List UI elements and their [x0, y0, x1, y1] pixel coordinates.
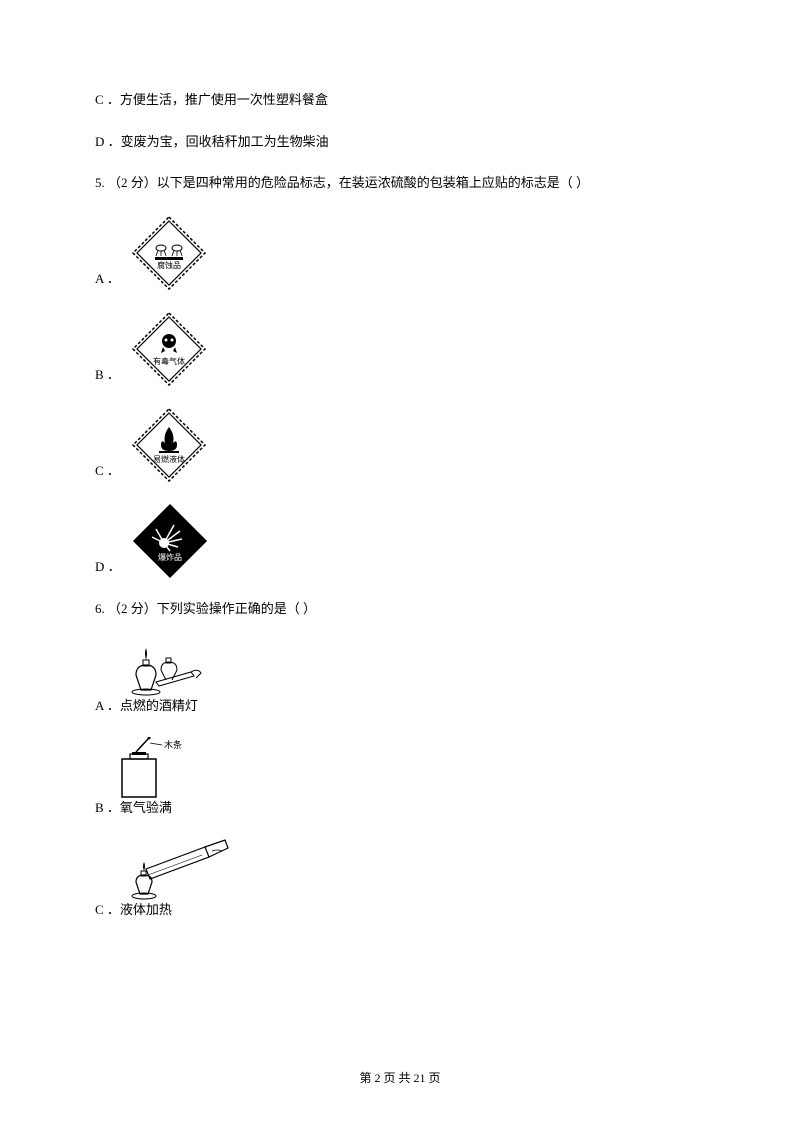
sign-text-b: 有毒气体 — [153, 356, 185, 366]
wood-stick-label: 木条 — [164, 739, 182, 750]
option-label-d: D ． — [95, 557, 121, 577]
hazard-sign-explosive: 爆炸品 — [132, 503, 208, 579]
q5-option-a: A ． 腐蚀品 — [95, 215, 705, 289]
question-5-text: 5. （2 分）以下是四种常用的危险品标志，在装运浓硫酸的包装箱上应贴的标志是（… — [95, 173, 705, 193]
q5-option-c: C ． 易燃液体 — [95, 407, 705, 481]
prev-option-d: D ．变废为宝，回收秸秆加工为生物柴油 — [95, 132, 705, 152]
lab-liquid-heating — [110, 839, 240, 904]
option-label-a: A ． — [95, 269, 120, 289]
q5-option-d: D ． 爆炸品 — [95, 503, 705, 577]
sign-text-d: 爆炸品 — [158, 552, 182, 562]
q6-option-a: A ．点燃的酒精灯 — [95, 640, 705, 715]
question-6-text: 6. （2 分）下列实验操作正确的是（ ） — [95, 599, 705, 619]
hazard-sign-corrosive: 腐蚀品 — [131, 215, 207, 291]
page-footer: 第 2 页 共 21 页 — [0, 1069, 800, 1087]
lab-alcohol-lamp-lighting — [116, 640, 216, 700]
q6-option-b: B ．氧气验满 木条 — [95, 737, 705, 817]
sign-text-a: 腐蚀品 — [157, 260, 181, 270]
lab-oxygen-test: 木条 — [110, 737, 190, 802]
hazard-sign-flammable: 易燃液体 — [131, 407, 207, 483]
hazard-sign-toxic-gas: 有毒气体 — [131, 311, 207, 387]
option-label-c: C ． — [95, 461, 120, 481]
prev-option-c: C ．方便生活，推广使用一次性塑料餐盒 — [95, 90, 705, 110]
sign-text-c: 易燃液体 — [153, 454, 185, 464]
q5-option-b: B ． 有毒气体 — [95, 311, 705, 385]
option-label-b: B ． — [95, 365, 120, 385]
q6-option-c: C ．液体加热 — [95, 839, 705, 919]
